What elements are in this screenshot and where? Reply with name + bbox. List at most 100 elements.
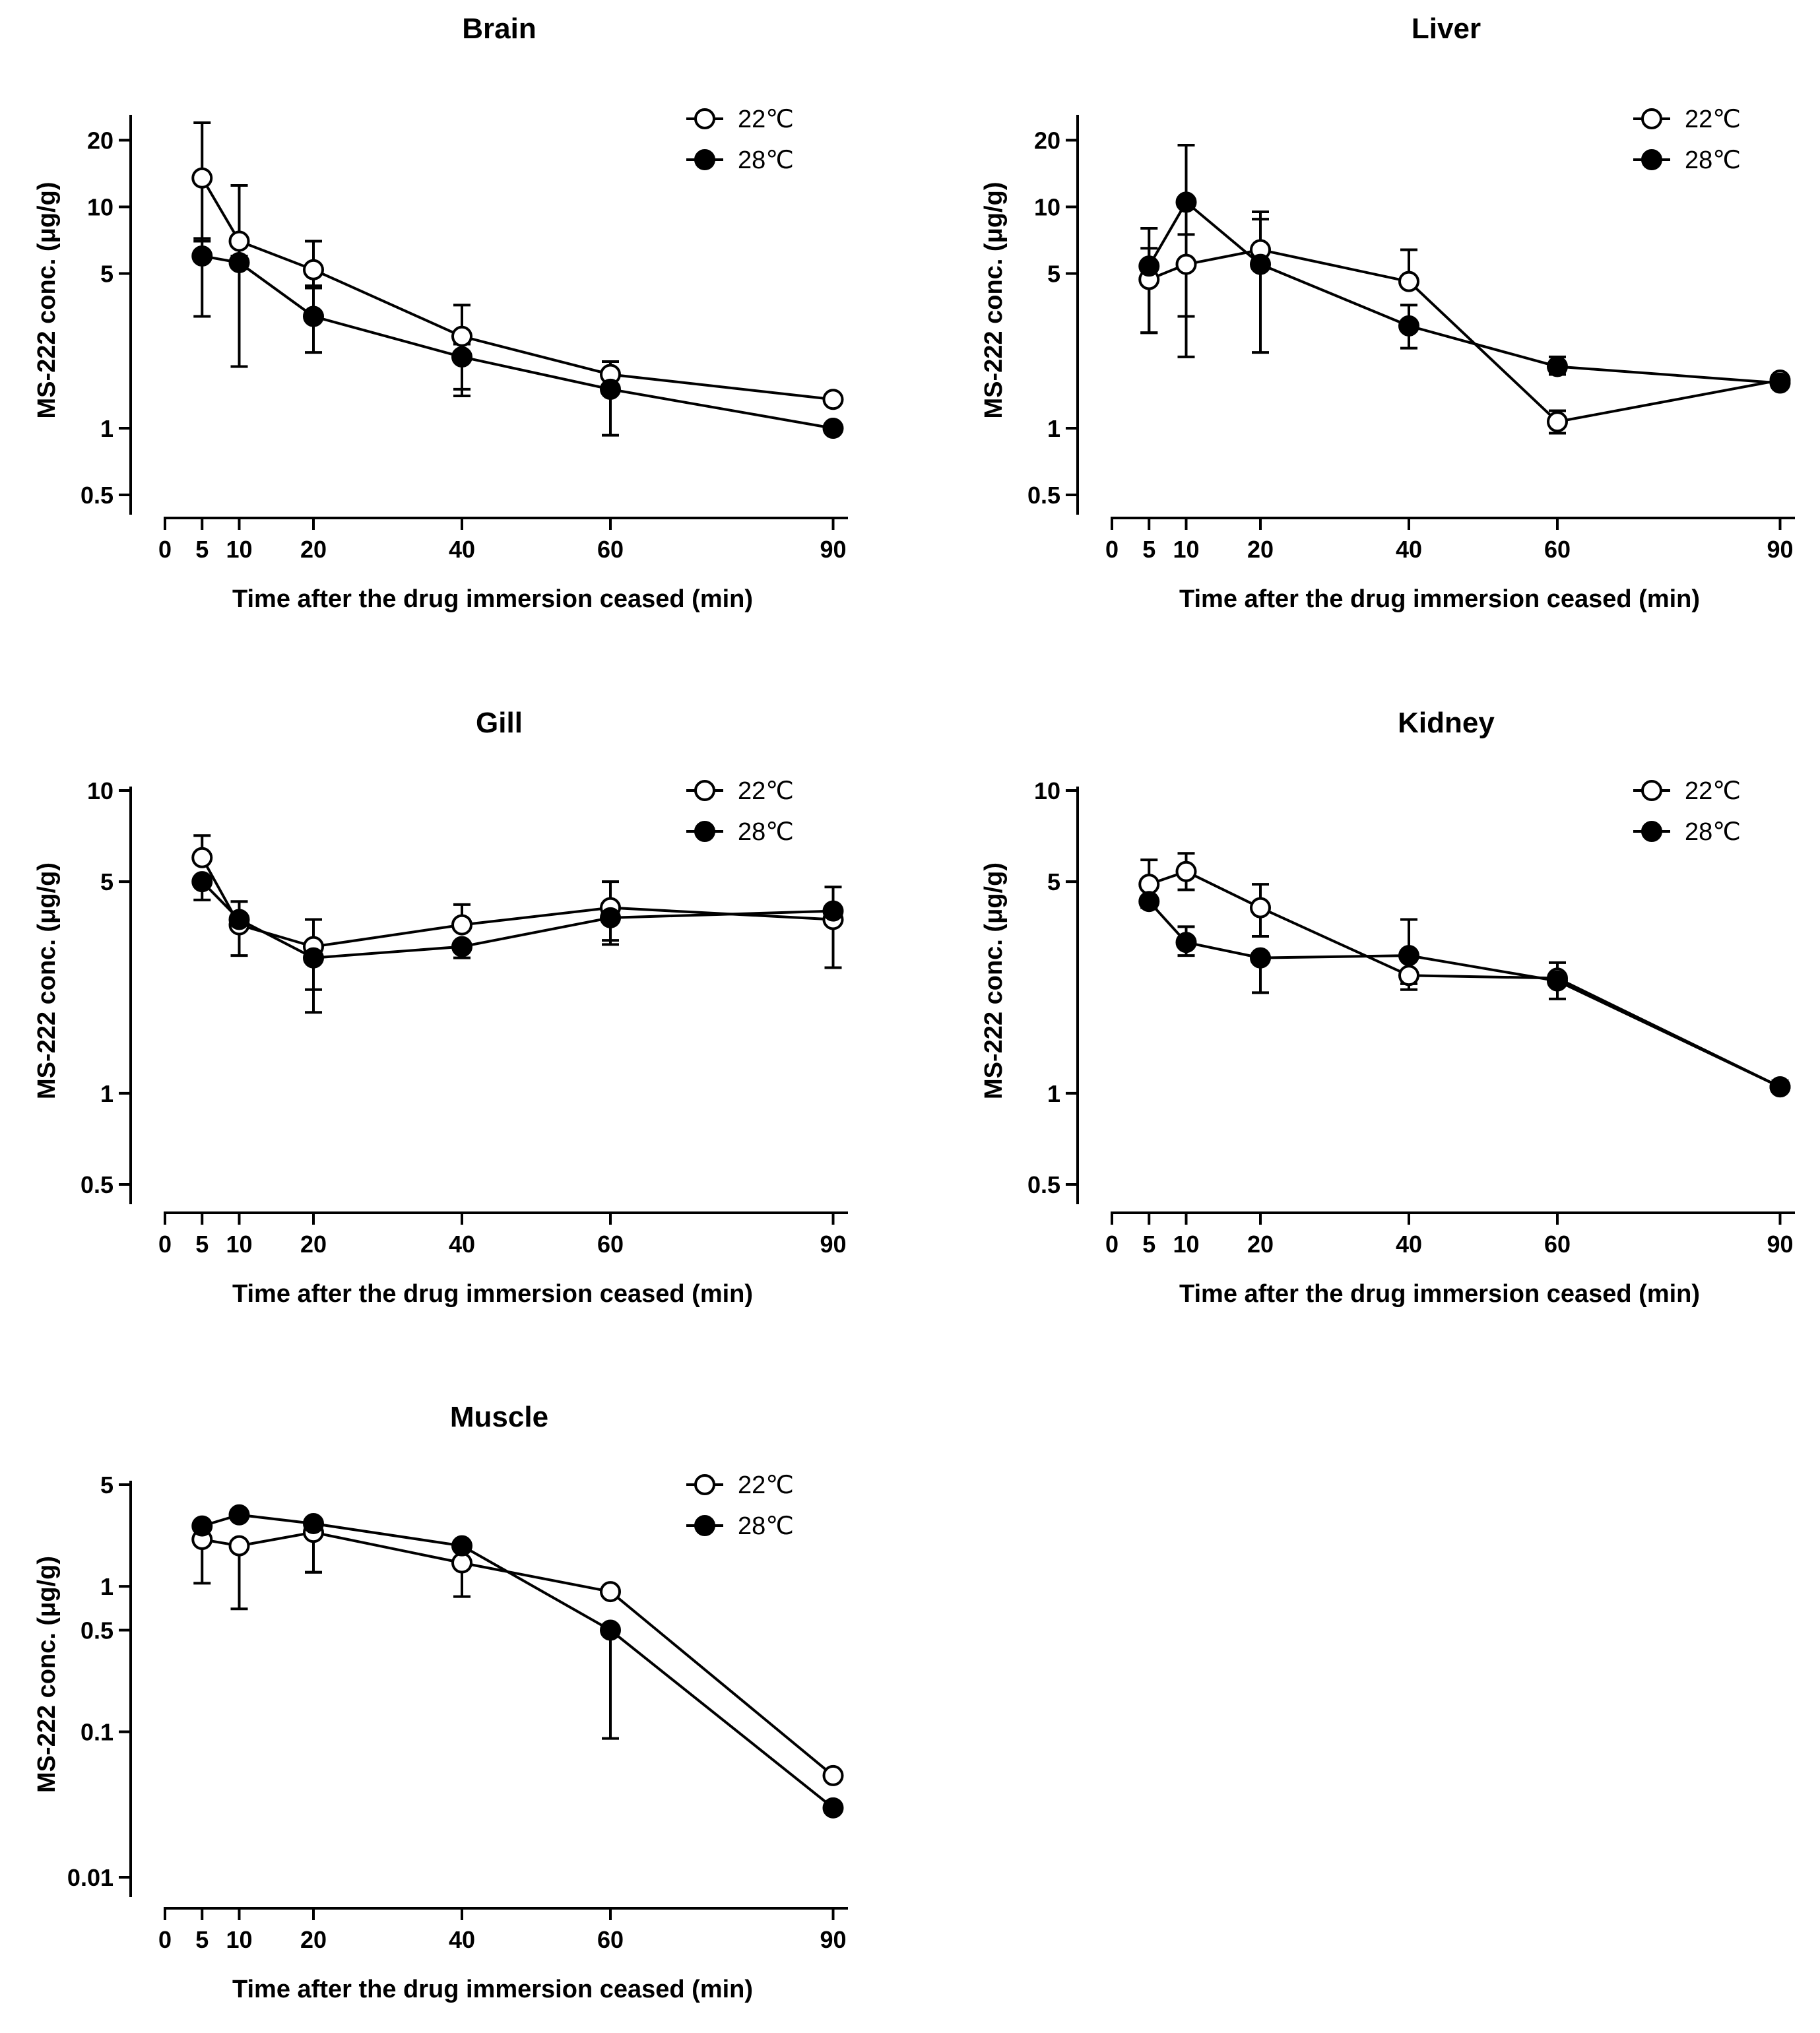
y-tick-label: 0.5 bbox=[1027, 482, 1060, 509]
x-tick-label: 10 bbox=[226, 536, 252, 563]
series-28c-point bbox=[1547, 356, 1568, 377]
series-28c-line bbox=[1148, 900, 1781, 1088]
x-tick-label: 90 bbox=[1767, 1231, 1793, 1258]
y-tick-label: 10 bbox=[87, 194, 114, 221]
series-22c-point bbox=[228, 230, 250, 252]
x-tick-label: 40 bbox=[449, 536, 475, 563]
x-tick-label: 0 bbox=[1105, 1231, 1119, 1258]
series-22c-line bbox=[1148, 248, 1780, 424]
x-tick-label: 0 bbox=[158, 1926, 172, 1953]
series-22c-point bbox=[1175, 253, 1197, 275]
y-tick-label: 5 bbox=[1047, 261, 1060, 288]
legend-marker bbox=[694, 780, 715, 801]
series-28c-point bbox=[1138, 255, 1160, 277]
series-28c-point bbox=[303, 947, 324, 969]
x-tick-label: 5 bbox=[195, 1231, 209, 1258]
y-tick-label: 20 bbox=[87, 127, 114, 154]
legend-item-22c: 22℃ bbox=[686, 1471, 794, 1499]
y-tick-label: 10 bbox=[1034, 777, 1060, 804]
y-tick-label: 5 bbox=[1047, 868, 1060, 895]
legend-item-28c: 28℃ bbox=[686, 818, 794, 846]
series-28c-point bbox=[303, 306, 324, 327]
series-22c-line bbox=[201, 1531, 834, 1777]
series-22c-point bbox=[191, 847, 213, 868]
x-tick-label: 20 bbox=[300, 1231, 327, 1258]
y-tick-label: 5 bbox=[100, 261, 114, 288]
legend-item-28c: 28℃ bbox=[686, 146, 794, 174]
legend-label: 28℃ bbox=[738, 146, 794, 174]
series-22c-point bbox=[451, 914, 472, 936]
x-tick-label: 5 bbox=[195, 536, 209, 563]
x-tick-label: 20 bbox=[1247, 536, 1274, 563]
series-28c-point bbox=[1250, 253, 1271, 275]
series-28c-point bbox=[1175, 191, 1197, 213]
x-tick-label: 20 bbox=[300, 1926, 327, 1953]
x-tick-label: 10 bbox=[226, 1926, 252, 1953]
series-28c-point bbox=[822, 900, 844, 922]
x-axis-label: Time after the drug immersion ceased (mi… bbox=[1179, 1280, 1700, 1308]
series-28c-point bbox=[1175, 932, 1197, 953]
legend-label: 22℃ bbox=[1685, 106, 1741, 133]
series-28c-point bbox=[1398, 315, 1419, 337]
legend-item-22c: 22℃ bbox=[686, 106, 794, 133]
series-28c-point bbox=[451, 1535, 472, 1557]
x-tick-label: 60 bbox=[597, 1926, 624, 1953]
legend-marker bbox=[694, 1515, 715, 1536]
legend-item-28c: 28℃ bbox=[686, 1512, 794, 1540]
series-28c-point bbox=[191, 871, 213, 893]
series-28c-error-bar bbox=[1252, 218, 1269, 354]
legend-item-22c: 22℃ bbox=[686, 777, 794, 805]
series-22c-point bbox=[1175, 860, 1197, 882]
legend-label: 22℃ bbox=[1685, 777, 1741, 805]
y-axis-label: MS-222 conc. (μg/g) bbox=[33, 182, 61, 419]
y-axis-label: MS-222 conc. (μg/g) bbox=[980, 862, 1008, 1099]
series-22c-point bbox=[822, 389, 844, 410]
y-tick-label: 1 bbox=[100, 1080, 114, 1107]
y-tick-label: 5 bbox=[100, 1471, 114, 1499]
x-tick-label: 10 bbox=[226, 1231, 252, 1258]
y-tick-label: 0.5 bbox=[81, 1617, 114, 1644]
series-22c-point bbox=[451, 1552, 472, 1574]
legend-label: 28℃ bbox=[1685, 818, 1741, 846]
series-22c-point bbox=[228, 1535, 250, 1557]
x-tick-label: 0 bbox=[158, 536, 172, 563]
x-tick-label: 0 bbox=[1105, 536, 1119, 563]
chart-title: Muscle bbox=[450, 1401, 548, 1433]
series-22c-point bbox=[303, 259, 324, 280]
series-28c-line bbox=[201, 254, 833, 430]
series-22c-point bbox=[191, 167, 213, 189]
y-tick-label: 20 bbox=[1034, 127, 1060, 154]
series-28c-error-bar bbox=[602, 1629, 619, 1740]
legend-item-22c: 22℃ bbox=[1633, 777, 1741, 805]
legend-item-22c: 22℃ bbox=[1633, 106, 1741, 133]
series-28c-point bbox=[191, 245, 213, 267]
x-tick-label: 20 bbox=[1247, 1231, 1274, 1258]
series-22c-point bbox=[822, 1764, 844, 1786]
legend-marker bbox=[694, 821, 715, 842]
series-28c-line bbox=[1148, 200, 1780, 385]
legend-marker bbox=[1641, 821, 1662, 842]
legend-label: 22℃ bbox=[738, 1471, 794, 1499]
y-tick-label: 1 bbox=[100, 415, 114, 442]
legend-item-28c: 28℃ bbox=[1633, 146, 1741, 174]
x-tick-label: 60 bbox=[597, 536, 624, 563]
series-22c-line bbox=[201, 856, 833, 948]
x-tick-label: 10 bbox=[1173, 1231, 1199, 1258]
chart-title: Brain bbox=[462, 13, 536, 45]
series-28c-point bbox=[600, 378, 621, 400]
series-22c-point bbox=[1138, 874, 1160, 895]
series-22c-point bbox=[1398, 271, 1419, 292]
x-tick-label: 5 bbox=[1142, 1231, 1155, 1258]
series-28c-point bbox=[228, 909, 250, 930]
x-axis-label: Time after the drug immersion ceased (mi… bbox=[232, 1976, 753, 2003]
x-tick-label: 90 bbox=[820, 1231, 846, 1258]
y-tick-label: 0.5 bbox=[1027, 1171, 1060, 1198]
series-28c-line bbox=[201, 880, 833, 959]
series-28c-point bbox=[451, 936, 472, 957]
y-tick-label: 10 bbox=[87, 777, 114, 804]
x-tick-label: 20 bbox=[300, 536, 327, 563]
y-tick-label: 1 bbox=[1047, 415, 1060, 442]
